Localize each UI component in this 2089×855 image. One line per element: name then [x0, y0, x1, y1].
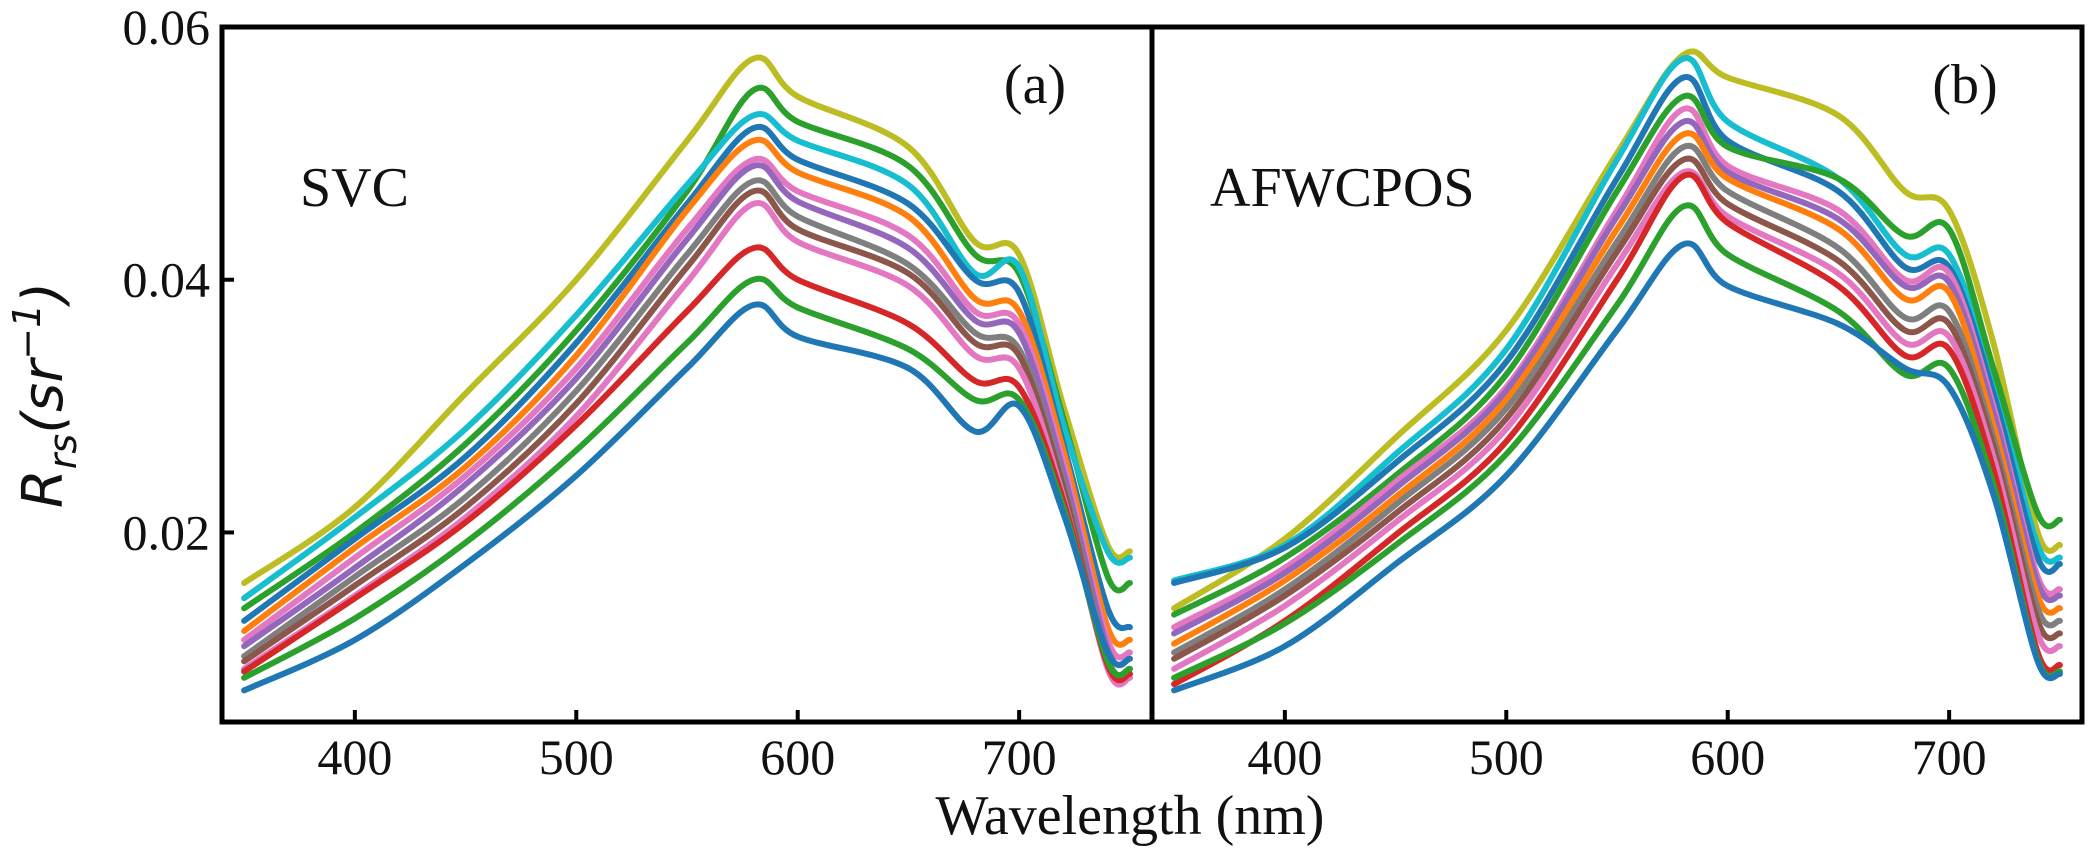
panel-a-y-tick-label: 0.06	[123, 0, 211, 55]
panel-b-x-tick-label: 500	[1469, 729, 1544, 785]
panel-b-series-line-6	[1171, 118, 2063, 637]
panel-b-x-ticks: 400 500 600 700	[1247, 710, 1987, 785]
y-axis-title: Rrs(sr−1)	[5, 282, 85, 508]
panel-a-x-tick-label: 600	[760, 729, 835, 785]
y-axis-title-main: R	[11, 469, 76, 508]
panel-b-x-tick-label: 700	[1912, 729, 1987, 785]
panel-b-series-line-7	[1171, 130, 2063, 647]
panel-b-lines	[1171, 48, 2063, 694]
panel-a-y-tick-label: 0.04	[123, 252, 211, 308]
panel-a-series-line-13	[241, 301, 1133, 694]
panel-a-x-tick-label: 400	[317, 729, 392, 785]
panel-b-x-tick-label: 400	[1247, 729, 1322, 785]
y-axis-title-close: )	[11, 282, 76, 308]
panel-b-series-line-13	[1171, 240, 2063, 694]
panel-b: 400 500 600 700 (b) AFWCPOS	[1149, 24, 2085, 785]
panel-a-label: (a)	[1004, 54, 1066, 116]
panel-b-series-line-1	[1171, 48, 2063, 612]
panel-a: 400 500 600 700 0.02 0.04 0.06 (a) SVC	[123, 0, 1155, 785]
x-axis-title: Wavelength (nm)	[936, 785, 1325, 847]
y-axis-title-sup: −1	[5, 304, 49, 360]
y-axis-title-sub: rs	[41, 434, 85, 469]
panel-a-y-ticks: 0.02 0.04 0.06	[123, 0, 234, 560]
panel-b-series-line-4	[1171, 92, 2063, 618]
panel-a-y-tick-label: 0.02	[123, 504, 211, 560]
panel-a-x-tick-label: 500	[539, 729, 614, 785]
panel-b-series-line-11	[1171, 171, 2063, 688]
panel-b-x-tick-label: 600	[1690, 729, 1765, 785]
panel-b-frame	[1149, 24, 2085, 725]
panel-a-series-line-1	[241, 54, 1133, 586]
panel-a-series-line-3	[241, 111, 1133, 602]
panel-b-label: (b)	[1932, 54, 1997, 116]
panel-a-annotation: SVC	[300, 157, 409, 219]
panel-a-x-ticks: 400 500 600 700	[317, 710, 1057, 785]
panel-a-series-line-10	[241, 200, 1133, 688]
panel-a-lines	[241, 54, 1133, 694]
panel-a-series-line-5	[241, 136, 1133, 648]
panel-b-series-line-12	[1171, 202, 2063, 681]
panel-b-series-line-2	[1171, 55, 2063, 584]
y-axis-title-open: (sr	[11, 357, 76, 434]
panel-a-x-tick-label: 700	[982, 729, 1057, 785]
panel-b-series-line-3	[1171, 74, 2063, 586]
panel-b-annotation: AFWCPOS	[1210, 157, 1475, 219]
